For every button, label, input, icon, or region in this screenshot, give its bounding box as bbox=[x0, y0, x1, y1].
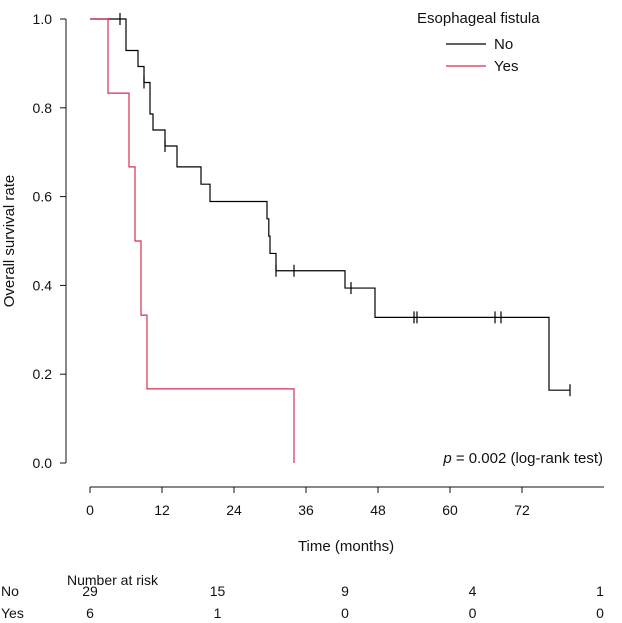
y-tick-label: 0.4 bbox=[33, 277, 53, 293]
risk-table: Number at risk No 29 15 9 4 1 Yes 6 1 0 0 0 bbox=[1, 572, 604, 621]
legend-label-no: No bbox=[494, 36, 513, 53]
series-yes bbox=[90, 18, 295, 463]
x-tick-label: 48 bbox=[370, 502, 386, 518]
risk-count: 0 bbox=[341, 605, 349, 621]
x-tick-label: 0 bbox=[86, 502, 94, 518]
y-ticks: 0.0 0.2 0.4 0.6 0.8 1.0 bbox=[33, 11, 66, 471]
risk-count: 1 bbox=[596, 583, 604, 599]
risk-count: 9 bbox=[341, 583, 349, 599]
x-tick-label: 24 bbox=[226, 502, 242, 518]
risk-count: 1 bbox=[214, 605, 222, 621]
risk-row-label: No bbox=[1, 583, 19, 599]
risk-rows: No 29 15 9 4 1 Yes 6 1 0 0 0 bbox=[1, 583, 604, 621]
x-tick-label: 36 bbox=[298, 502, 314, 518]
series-layer bbox=[90, 13, 571, 463]
risk-count: 6 bbox=[86, 605, 94, 621]
p-value-text: = 0.002 (log-rank test) bbox=[452, 450, 603, 467]
y-tick-label: 0.8 bbox=[33, 100, 53, 116]
legend-label-yes: Yes bbox=[494, 58, 518, 75]
survival-curve-no bbox=[90, 18, 570, 391]
y-tick-label: 0.6 bbox=[33, 189, 53, 205]
risk-count: 4 bbox=[469, 583, 477, 599]
series-no bbox=[90, 13, 571, 397]
x-tick-label: 12 bbox=[154, 502, 170, 518]
risk-count: 15 bbox=[210, 583, 226, 599]
risk-count: 29 bbox=[82, 583, 98, 599]
axes bbox=[65, 19, 604, 488]
y-axis-title: Overall survival rate bbox=[1, 175, 18, 308]
risk-count: 0 bbox=[469, 605, 477, 621]
risk-row-label: Yes bbox=[1, 605, 24, 621]
risk-table-title: Number at risk bbox=[67, 572, 159, 588]
y-tick-label: 0.0 bbox=[33, 455, 53, 471]
p-symbol: p bbox=[442, 450, 451, 467]
p-value-annotation: p = 0.002 (log-rank test) bbox=[442, 450, 603, 467]
risk-count: 0 bbox=[596, 605, 604, 621]
legend-title: Esophageal fistula bbox=[417, 10, 540, 27]
legend: Esophageal fistula No Yes bbox=[417, 10, 540, 75]
survival-curve-yes bbox=[90, 18, 295, 463]
y-tick-label: 0.2 bbox=[33, 366, 53, 382]
x-tick-label: 72 bbox=[514, 502, 530, 518]
y-tick-label: 1.0 bbox=[33, 11, 53, 27]
x-axis-title: Time (months) bbox=[298, 538, 394, 555]
x-tick-label: 60 bbox=[442, 502, 458, 518]
x-ticks: 0 12 24 36 48 60 72 bbox=[86, 487, 530, 518]
